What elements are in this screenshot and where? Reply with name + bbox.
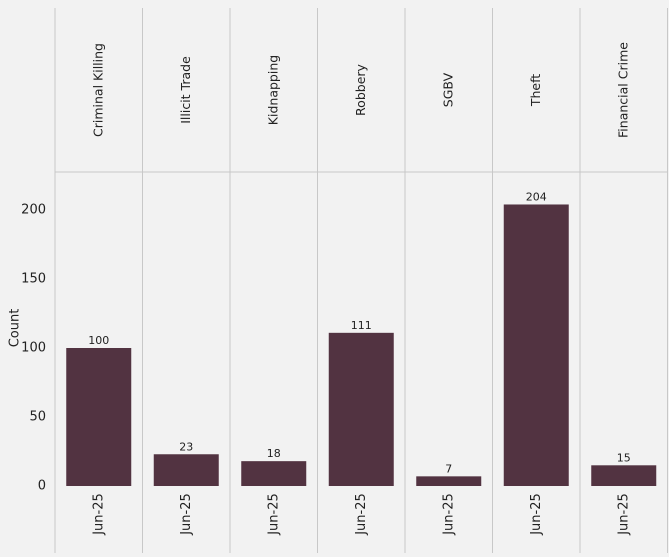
bar [153, 454, 219, 486]
facet-strip-label: Financial Crime [615, 42, 630, 138]
y-tick-label: 50 [29, 410, 46, 425]
y-axis-label: Count [8, 309, 23, 348]
y-tick-label: 0 [38, 479, 46, 494]
facet-strip-label: Illicit Trade [178, 56, 193, 124]
y-tick-label: 200 [21, 203, 46, 218]
facet-strip-label: Theft [528, 74, 543, 107]
bar [416, 476, 482, 486]
bar [66, 348, 132, 486]
x-tick-label: Jun-25 [91, 493, 106, 536]
bar-value-label: 7 [445, 462, 452, 475]
bar-value-label: 15 [617, 451, 631, 464]
bar-value-label: 204 [526, 190, 547, 203]
bar-value-label: 111 [351, 319, 372, 332]
x-tick-label: Jun-25 [354, 493, 369, 536]
bar [328, 332, 394, 486]
bar [591, 465, 657, 486]
y-tick-label: 100 [21, 341, 46, 356]
bar [503, 204, 569, 487]
x-tick-label: Jun-25 [441, 493, 456, 536]
y-tick-label: 150 [21, 272, 46, 287]
x-tick-label: Jun-25 [179, 493, 194, 536]
facet-strip-label: SGBV [440, 72, 455, 107]
bar-value-label: 18 [267, 447, 281, 460]
facet-strip-label: Kidnapping [265, 55, 280, 125]
bar-value-label: 100 [88, 334, 109, 347]
x-tick-label: Jun-25 [616, 493, 631, 536]
facet-strip-label: Robbery [353, 63, 368, 115]
bar [241, 461, 307, 486]
facet-strip-label: Criminal Killing [90, 43, 105, 137]
bar-value-label: 23 [179, 440, 193, 453]
x-tick-label: Jun-25 [529, 493, 544, 536]
x-tick-label: Jun-25 [266, 493, 281, 536]
